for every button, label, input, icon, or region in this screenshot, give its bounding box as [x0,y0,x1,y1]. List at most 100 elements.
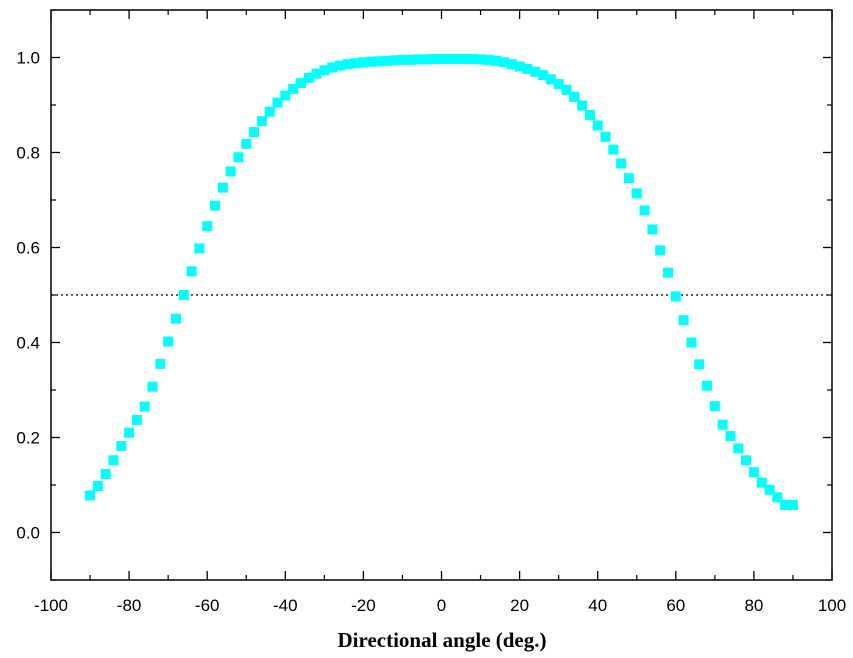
data-point [381,55,392,66]
y-tick-label: 0.2 [16,429,40,448]
data-point [639,205,650,216]
data-point [787,499,798,510]
x-tick-label: 100 [818,596,846,615]
data-point [350,58,361,69]
data-point [295,78,306,89]
data-point [428,53,439,64]
data-point [709,401,720,412]
y-tick-label: 0.4 [16,334,40,353]
data-point [202,221,213,232]
data-point [452,53,463,64]
data-point [670,291,681,302]
data-point [592,120,603,131]
data-point [725,431,736,442]
data-point [608,144,619,155]
data-point [256,116,267,127]
data-point [233,152,244,163]
x-tick-label: -100 [34,596,68,615]
x-tick-label: 0 [437,596,446,615]
data-point [131,414,142,425]
data-point [194,243,205,254]
data-point [584,109,595,120]
data-point [467,53,478,64]
data-point [459,53,470,64]
data-point [288,83,299,94]
data-point [764,484,775,495]
data-point [647,224,658,235]
data-point [553,79,564,90]
data-point [662,267,673,278]
data-point [264,106,275,117]
data-point [483,54,494,65]
data-point [374,56,385,67]
data-point [217,182,228,193]
data-point [678,315,689,326]
data-point [186,266,197,277]
data-point [702,380,713,391]
x-tick-label: -20 [351,596,376,615]
data-point [139,401,150,412]
data-point [303,72,314,83]
data-point [170,313,181,324]
data-point [772,492,783,503]
x-tick-label: 80 [744,596,763,615]
marker-layer [85,53,798,510]
data-point [163,336,174,347]
data-point [389,55,400,66]
data-point [561,84,572,95]
data-point [623,173,634,184]
data-point [92,480,103,491]
data-point [616,158,627,169]
data-point [506,59,517,70]
data-point [342,59,353,70]
data-point [498,57,509,68]
y-tick-label: 0.8 [16,144,40,163]
data-point [577,100,588,111]
x-axis-title: Directional angle (deg.) [338,628,547,652]
x-tick-label: 40 [588,596,607,615]
data-point [741,455,752,466]
x-tick-label: 60 [666,596,685,615]
data-point [319,65,330,76]
data-point [436,53,447,64]
data-point [514,61,525,72]
data-point [124,427,135,438]
plot-frame [50,9,833,581]
data-point [178,290,189,300]
data-point [717,419,728,430]
data-point [397,54,408,65]
data-point [780,499,791,510]
data-point [210,200,221,211]
x-tick-label: -60 [195,596,220,615]
data-point [631,188,642,199]
data-point [420,54,431,65]
data-point [405,54,416,65]
data-point [694,359,705,370]
data-point [147,381,158,392]
data-point [569,91,580,102]
data-point [366,56,377,67]
data-point [249,127,260,138]
data-point [491,55,502,66]
data-point [272,97,283,108]
x-tick-label: -40 [273,596,298,615]
x-tick-label: 20 [510,596,529,615]
y-tick-label: 1.0 [16,49,40,68]
data-point [413,54,424,65]
data-point [475,54,486,65]
data-point [334,60,345,71]
data-point [545,74,556,85]
data-point [530,66,541,77]
tick-layer [50,9,833,581]
data-point [522,63,533,74]
tick-label-layer: -100 -80 -60 -40 -20 0 20 40 60 80 100 0.0 0.2 0.4 0.6… [16,49,846,616]
data-point [686,337,697,348]
data-point [108,455,119,466]
data-point [225,166,236,177]
data-point [444,53,455,64]
data-point [733,443,744,454]
data-point [280,90,291,101]
y-tick-label: 0.0 [16,524,40,543]
